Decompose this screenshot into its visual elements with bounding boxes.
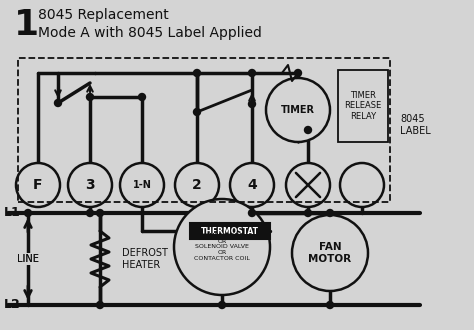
Text: 2: 2 bbox=[192, 178, 202, 192]
Text: LINE: LINE bbox=[17, 254, 39, 264]
Text: TIMER
RELEASE
RELAY: TIMER RELEASE RELAY bbox=[345, 91, 382, 121]
Bar bbox=[14, 253, 42, 265]
Text: L1: L1 bbox=[4, 207, 21, 219]
Circle shape bbox=[97, 210, 103, 216]
Text: Mode A with 8045 Label Applied: Mode A with 8045 Label Applied bbox=[38, 26, 262, 40]
Text: TIMER: TIMER bbox=[281, 105, 315, 115]
Circle shape bbox=[193, 109, 201, 116]
Text: L2: L2 bbox=[4, 299, 21, 312]
Circle shape bbox=[174, 199, 270, 295]
Bar bbox=[190, 223, 270, 239]
Circle shape bbox=[97, 302, 103, 309]
Text: FAN
MOTOR: FAN MOTOR bbox=[309, 242, 352, 264]
Circle shape bbox=[340, 163, 384, 207]
Circle shape bbox=[304, 210, 311, 216]
Text: 1-N: 1-N bbox=[133, 180, 151, 190]
Bar bbox=[338, 70, 388, 142]
Circle shape bbox=[86, 210, 93, 216]
Text: 1: 1 bbox=[14, 8, 39, 42]
Circle shape bbox=[327, 302, 334, 309]
Text: 8045
LABEL: 8045 LABEL bbox=[400, 114, 431, 136]
Circle shape bbox=[68, 163, 112, 207]
Circle shape bbox=[193, 227, 201, 235]
Text: 8045 Replacement: 8045 Replacement bbox=[38, 8, 169, 22]
Circle shape bbox=[16, 163, 60, 207]
Circle shape bbox=[248, 210, 255, 216]
Circle shape bbox=[120, 163, 164, 207]
Circle shape bbox=[294, 70, 301, 77]
Circle shape bbox=[193, 70, 201, 77]
Circle shape bbox=[266, 78, 330, 142]
Circle shape bbox=[292, 215, 368, 291]
Circle shape bbox=[248, 101, 255, 108]
Text: 3: 3 bbox=[85, 178, 95, 192]
Circle shape bbox=[55, 100, 62, 107]
Bar bbox=[18, 58, 390, 202]
Circle shape bbox=[25, 210, 31, 216]
Circle shape bbox=[219, 302, 226, 309]
Circle shape bbox=[86, 93, 93, 101]
Circle shape bbox=[327, 210, 334, 216]
Circle shape bbox=[304, 126, 311, 134]
Circle shape bbox=[138, 93, 146, 101]
Text: THERMOSTAT: THERMOSTAT bbox=[201, 226, 259, 236]
Text: LINE: LINE bbox=[17, 254, 39, 264]
Text: 4: 4 bbox=[247, 178, 257, 192]
Circle shape bbox=[286, 163, 330, 207]
Circle shape bbox=[248, 70, 255, 77]
Text: COMPRESSOR
OR
SOLENOID VALVE
OR
CONTACTOR COIL: COMPRESSOR OR SOLENOID VALVE OR CONTACTO… bbox=[194, 233, 250, 261]
Circle shape bbox=[175, 163, 219, 207]
Text: F: F bbox=[33, 178, 43, 192]
Text: DEFROST
HEATER: DEFROST HEATER bbox=[122, 248, 168, 270]
Circle shape bbox=[230, 163, 274, 207]
